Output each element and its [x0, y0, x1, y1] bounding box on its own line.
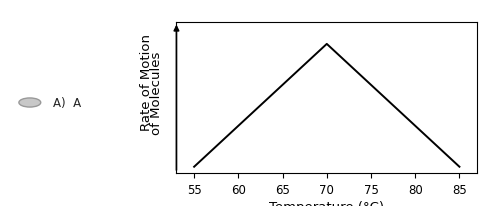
Text: of Molecules: of Molecules	[150, 51, 163, 134]
X-axis label: Temperature (°C): Temperature (°C)	[269, 200, 384, 206]
Circle shape	[19, 98, 41, 108]
Text: A)  A: A) A	[53, 97, 82, 109]
Text: Rate of Motion: Rate of Motion	[140, 34, 153, 131]
